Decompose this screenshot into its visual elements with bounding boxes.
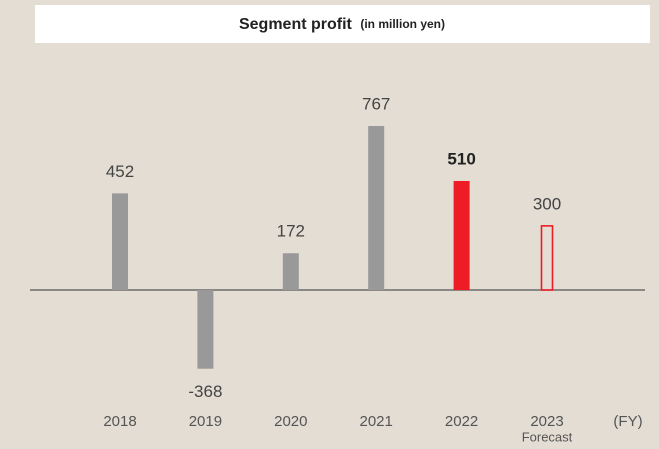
bar xyxy=(197,290,214,369)
bar xyxy=(282,253,299,291)
forecast-label: Forecast xyxy=(522,429,573,444)
value-label: 767 xyxy=(362,95,390,114)
x-tick-label: 2020 xyxy=(274,413,307,430)
bar xyxy=(453,180,470,291)
x-tick-label: 2023 xyxy=(530,413,563,430)
chart-title: Segment profit xyxy=(239,16,353,33)
title-box xyxy=(35,5,650,43)
x-tick-label: 2022 xyxy=(445,413,478,430)
bar xyxy=(112,193,128,291)
value-label: 172 xyxy=(277,222,305,241)
x-tick-label: 2018 xyxy=(103,413,136,430)
chart-subtitle: (in million yen) xyxy=(360,17,445,31)
x-unit: (FY) xyxy=(613,413,642,430)
bar xyxy=(368,126,385,291)
x-tick-label: 2019 xyxy=(189,413,222,430)
chart-title-group: Segment profit (in million yen) xyxy=(239,16,445,33)
value-label: 510 xyxy=(447,149,475,168)
value-label: 452 xyxy=(106,162,134,181)
bar xyxy=(540,225,554,291)
x-tick-label: 2021 xyxy=(360,413,393,430)
value-label: -368 xyxy=(188,382,222,401)
value-label: 300 xyxy=(533,194,561,213)
